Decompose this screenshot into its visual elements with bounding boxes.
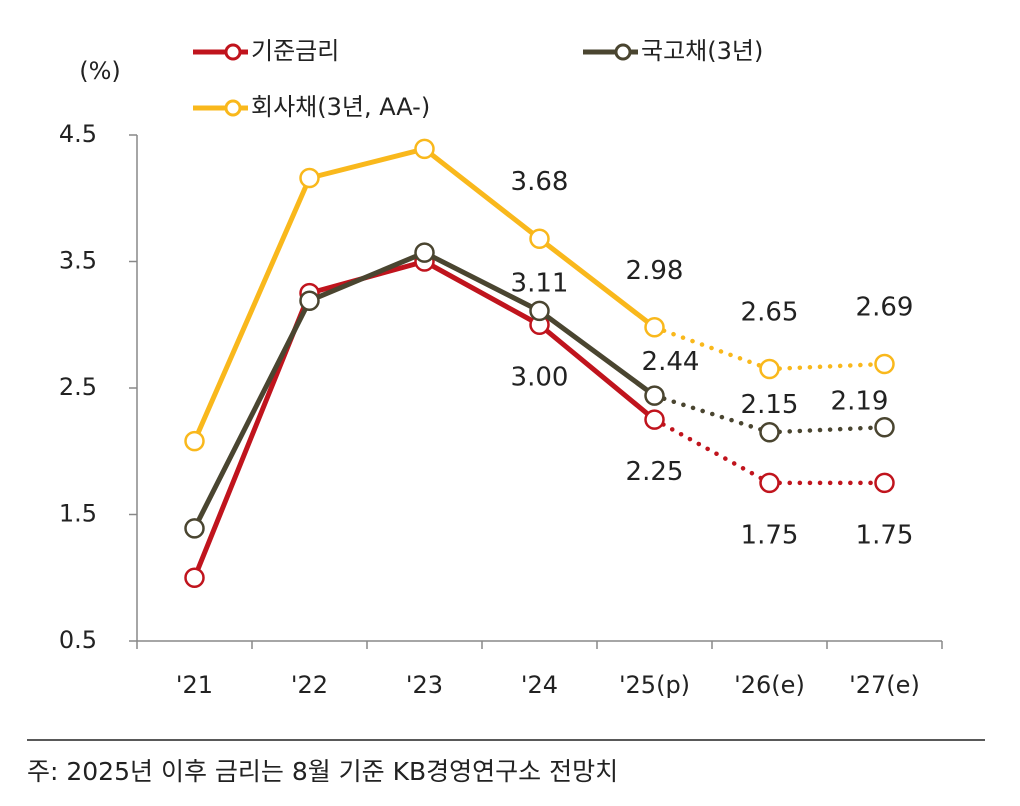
point xyxy=(414,138,435,160)
line-segment xyxy=(307,250,427,304)
projection-segment xyxy=(652,417,772,486)
line-segment xyxy=(192,175,312,444)
line-segment xyxy=(422,250,542,314)
line-segment xyxy=(307,146,427,181)
data-label: 2.15 xyxy=(741,390,799,420)
legend-marker xyxy=(614,43,632,61)
data-label: 2.98 xyxy=(626,256,684,286)
data-label: 2.19 xyxy=(831,387,889,417)
x-tick-label: '26(e) xyxy=(734,671,805,699)
y-unit-label: (%) xyxy=(79,57,121,85)
footnote: 주: 2025년 이후 금리는 8월 기준 KB경영연구소 전망치 xyxy=(27,757,618,786)
line-segment xyxy=(422,259,542,328)
point xyxy=(874,353,895,375)
point xyxy=(874,416,895,438)
projection-segment xyxy=(652,393,772,435)
line-segment xyxy=(537,236,657,330)
point xyxy=(644,409,665,430)
point xyxy=(529,300,550,322)
line-segment xyxy=(537,322,657,423)
y-tick-label: 1.5 xyxy=(59,500,97,528)
x-tick-label: '24 xyxy=(521,671,558,699)
point xyxy=(759,422,780,443)
data-label: 2.69 xyxy=(856,292,914,322)
y-tick-label: 0.5 xyxy=(59,626,97,654)
data-label: 2.44 xyxy=(642,347,700,377)
legend-marker xyxy=(224,99,242,117)
point xyxy=(184,430,205,452)
line-segment xyxy=(537,308,657,399)
legend-label: 기준금리 xyxy=(251,37,339,65)
projection-segment xyxy=(767,361,887,372)
point xyxy=(414,242,435,263)
x-tick-label: '25(p) xyxy=(619,671,690,699)
projection-segment xyxy=(652,325,772,372)
projection-segment xyxy=(767,424,887,435)
point xyxy=(644,385,665,406)
data-label: 3.68 xyxy=(511,167,569,197)
data-label: 1.75 xyxy=(856,520,914,550)
data-label: 2.65 xyxy=(741,298,799,328)
point xyxy=(759,358,780,380)
data-label: 1.75 xyxy=(741,520,799,550)
point xyxy=(759,472,780,494)
x-tick-label: '21 xyxy=(176,671,213,699)
point xyxy=(184,567,205,588)
y-tick-label: 2.5 xyxy=(59,373,97,401)
x-tick-label: '22 xyxy=(291,671,328,699)
y-tick-label: 4.5 xyxy=(59,120,97,148)
point xyxy=(184,518,205,539)
legend-label: 회사채(3년, AA-) xyxy=(251,93,430,121)
point xyxy=(299,167,320,189)
legend-marker xyxy=(224,43,242,61)
y-tick-label: 3.5 xyxy=(59,247,97,275)
data-label: 2.25 xyxy=(626,457,684,487)
point xyxy=(299,290,320,311)
x-tick-label: '23 xyxy=(406,671,443,699)
point xyxy=(874,472,895,494)
data-label: 3.00 xyxy=(511,362,569,392)
x-tick-label: '27(e) xyxy=(849,671,920,699)
legend-label: 국고채(3년) xyxy=(641,37,763,65)
data-label: 3.11 xyxy=(511,268,569,298)
point xyxy=(644,317,665,338)
line-segment xyxy=(192,298,312,531)
point xyxy=(529,228,550,249)
line-segment xyxy=(422,146,542,242)
